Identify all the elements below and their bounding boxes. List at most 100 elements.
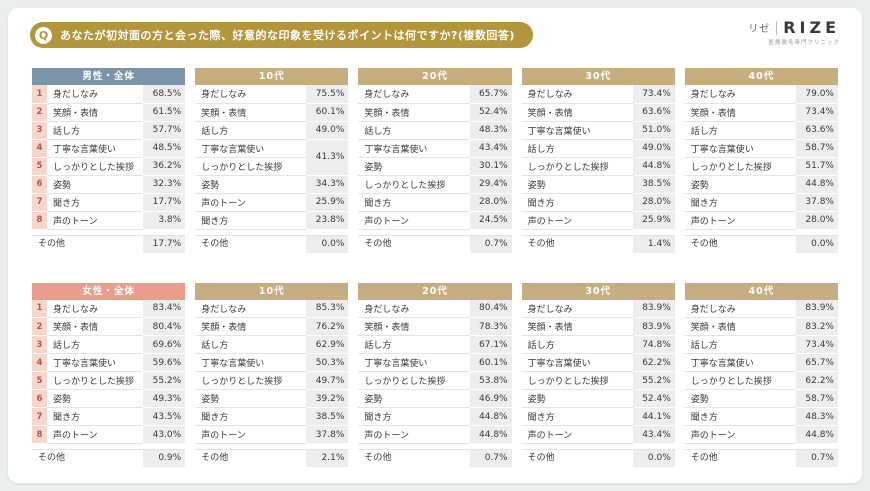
item-label: 笑顔・表情 <box>195 317 307 336</box>
item-label: 姿勢 <box>195 389 307 408</box>
other-value: 2.1% <box>306 450 349 467</box>
table-header: 10代 <box>195 282 349 300</box>
item-label: 声のトーン <box>47 425 144 444</box>
item-label: 話し方 <box>358 121 470 140</box>
item-label: 身だしなみ <box>521 299 633 318</box>
other-label: その他 <box>32 235 144 253</box>
other-label: その他 <box>32 450 144 467</box>
item-value: 65.7% <box>795 353 838 372</box>
item-value: 43.5% <box>143 407 186 426</box>
other-row: その他 0.9% <box>32 449 186 467</box>
rank-cell: 1 <box>32 299 47 318</box>
table-row: 姿勢 39.2% <box>195 389 349 408</box>
other-row: その他 0.0% <box>195 234 349 253</box>
question-text: あなたが初対面の方と会った際、好意的な印象を受けるポイントは何ですか?(複数回答… <box>60 29 515 42</box>
table-row: 丁寧な言葉使い 60.1% <box>358 353 512 372</box>
stats-table: 40代 身だしなみ 83.9% 笑顔・表情 83.2% 話し方 73.4% 丁寧な言葉使い 65… <box>684 282 838 467</box>
rank-cell: 3 <box>32 121 47 140</box>
item-value: 38.5% <box>306 407 349 426</box>
item-label: 姿勢 <box>47 175 144 194</box>
table-header: 男性・全体 <box>32 68 186 85</box>
table-row: 話し方 49.0% <box>195 121 349 140</box>
item-value: 85.3% <box>306 299 349 318</box>
table-row: 4 丁寧な言葉使い 59.6% <box>32 353 186 372</box>
item-value: 37.8% <box>306 425 349 444</box>
item-value: 29.4% <box>469 175 512 194</box>
logo-divider <box>776 20 778 35</box>
table-row: 姿勢 52.4% <box>521 389 675 408</box>
item-value: 28.0% <box>632 193 675 212</box>
item-label: 身だしなみ <box>47 85 144 104</box>
item-value: 49.7% <box>306 371 349 390</box>
table-row: 丁寧な言葉使い 50.3% <box>195 353 349 372</box>
item-value: 25.9% <box>306 193 349 212</box>
item-value: 69.6% <box>143 335 186 354</box>
item-label: 身だしなみ <box>358 85 470 104</box>
rank-table: 身だしなみ 75.5% 笑顔・表情 60.1% 話し方 49.0% 丁寧な言葉使い 41.3%… <box>195 85 349 230</box>
item-value: 74.8% <box>632 335 675 354</box>
rank-cell: 8 <box>32 425 47 444</box>
logo-subtitle: 医療脱毛専門クリニック <box>768 40 840 46</box>
table-header: 10代 <box>195 68 349 85</box>
item-label: 話し方 <box>684 335 796 354</box>
table-row: 姿勢 30.1% <box>358 157 512 176</box>
table-row: 丁寧な言葉使い 51.0% <box>521 121 675 140</box>
item-label: 笑顔・表情 <box>195 103 307 122</box>
table-row: 8 声のトーン 3.8% <box>32 211 186 230</box>
table-row: 聞き方 38.5% <box>195 407 349 426</box>
female-tables-row: 女性・全体 1 身だしなみ 83.4% 2 笑顔・表情 80.4% 3 話し方 69.6% 4 丁寧な… <box>32 282 838 467</box>
item-value: 48.3% <box>795 407 838 426</box>
stats-table: 男性・全体 1 身だしなみ 68.5% 2 笑顔・表情 61.5% 3 話し方 57.7% 4 丁寧な… <box>32 68 186 253</box>
item-value: 46.9% <box>469 389 512 408</box>
item-value: 53.8% <box>469 371 512 390</box>
stats-table: 30代 身だしなみ 83.9% 笑顔・表情 83.9% 話し方 74.8% 丁寧な言葉使い 62… <box>521 282 675 467</box>
other-row: その他 2.1% <box>195 449 349 467</box>
item-label: 話し方 <box>195 335 307 354</box>
rank-table: 1 身だしなみ 83.4% 2 笑顔・表情 80.4% 3 話し方 69.6% 4 丁寧な言葉使い 5… <box>32 299 186 444</box>
table-row: しっかりとした挨拶 53.8% <box>358 371 512 390</box>
table-row: 聞き方 44.1% <box>521 407 675 426</box>
item-value: 17.7% <box>143 193 186 212</box>
item-label: 声のトーン <box>195 193 307 212</box>
item-label: しっかりとした挨拶 <box>521 371 633 390</box>
table-row: 笑顔・表情 78.3% <box>358 317 512 336</box>
item-value: 51.0% <box>632 121 675 140</box>
other-value: 0.7% <box>795 450 838 467</box>
rank-table: 1 身だしなみ 68.5% 2 笑顔・表情 61.5% 3 話し方 57.7% 4 丁寧な言葉使い 4… <box>32 85 186 230</box>
item-value: 36.2% <box>143 157 186 176</box>
item-label: 笑顔・表情 <box>521 103 633 122</box>
item-value: 52.4% <box>469 103 512 122</box>
other-row: その他 0.7% <box>358 234 512 253</box>
table-row: 3 話し方 57.7% <box>32 121 186 140</box>
table-row: 姿勢 44.8% <box>684 175 838 194</box>
table-row: しっかりとした挨拶 55.2% <box>521 371 675 390</box>
stats-table: 10代 身だしなみ 75.5% 笑顔・表情 60.1% 話し方 49.0% 丁寧な言葉使い 41… <box>195 68 349 253</box>
item-label: 話し方 <box>195 121 307 140</box>
item-label: 姿勢 <box>358 389 470 408</box>
item-label: 身だしなみ <box>195 85 307 104</box>
item-label: しっかりとした挨拶 <box>47 371 144 390</box>
item-value: 44.8% <box>632 157 675 176</box>
item-label: しっかりとした挨拶 <box>195 157 307 176</box>
item-value: 61.5% <box>143 103 186 122</box>
item-value: 55.2% <box>632 371 675 390</box>
item-label: 声のトーン <box>358 425 470 444</box>
item-label: 声のトーン <box>358 211 470 230</box>
rank-cell: 6 <box>32 175 47 194</box>
rank-table: 身だしなみ 83.9% 笑顔・表情 83.9% 話し方 74.8% 丁寧な言葉使い 62.2%… <box>521 299 675 444</box>
table-row: 話し方 49.0% <box>521 139 675 158</box>
item-value: 58.7% <box>795 389 838 408</box>
item-value: 67.1% <box>469 335 512 354</box>
table-row: 笑顔・表情 52.4% <box>358 103 512 122</box>
table-row: 5 しっかりとした挨拶 36.2% <box>32 157 186 176</box>
item-label: 話し方 <box>521 139 633 158</box>
table-row: 2 笑顔・表情 80.4% <box>32 317 186 336</box>
rank-cell: 5 <box>32 371 47 390</box>
other-label: その他 <box>358 450 470 467</box>
rank-table: 身だしなみ 65.7% 笑顔・表情 52.4% 話し方 48.3% 丁寧な言葉使い 43.4%… <box>358 85 512 230</box>
stats-table: 40代 身だしなみ 79.0% 笑顔・表情 73.4% 話し方 63.6% 丁寧な言葉使い 58… <box>684 68 838 253</box>
item-value: 75.5% <box>306 85 349 104</box>
table-row: しっかりとした挨拶 44.8% <box>521 157 675 176</box>
rank-cell: 5 <box>32 157 47 176</box>
table-row: 身だしなみ 73.4% <box>521 85 675 104</box>
